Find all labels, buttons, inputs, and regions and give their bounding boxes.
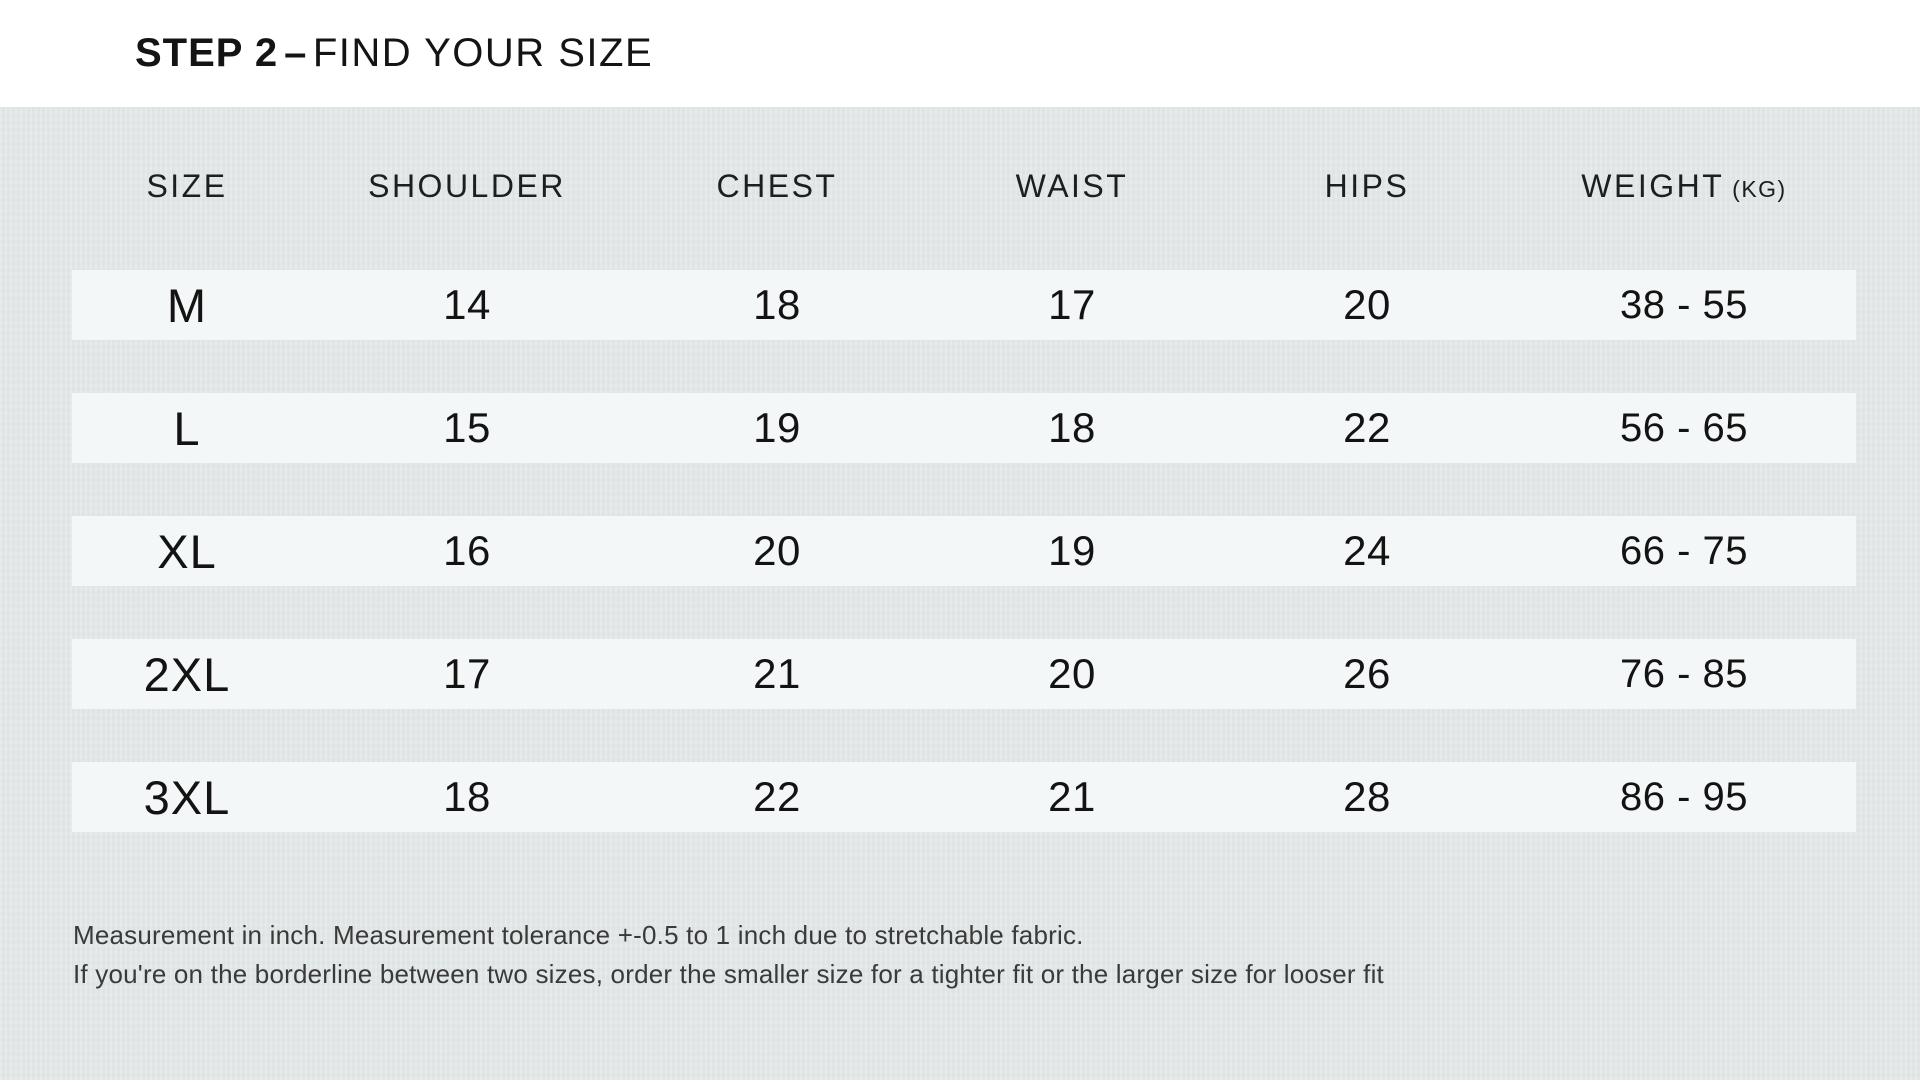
- cell-hips: 24: [1343, 527, 1391, 574]
- cell-hips: 20: [1343, 281, 1391, 328]
- table-rows: M 14 18 17 20 38 - 55 L 15 19 18 22 56 - 65 XL 16 20 19…: [72, 270, 1856, 832]
- table-header-row: SIZE SHOULDER CHEST WAIST HIPS WEIGHT (KG): [72, 150, 1856, 222]
- title-band: STEP 2– FIND YOUR SIZE: [0, 0, 1920, 107]
- column-header-weight: WEIGHT (KG): [1581, 167, 1787, 204]
- column-header-shoulder: SHOULDER: [368, 167, 566, 204]
- cell-waist: 17: [1048, 281, 1096, 328]
- cell-weight: 86 - 95: [1619, 774, 1749, 819]
- size-table: SIZE SHOULDER CHEST WAIST HIPS WEIGHT (KG) M 1…: [72, 150, 1856, 832]
- cell-hips: 22: [1343, 404, 1391, 451]
- note-line-2: If you're on the borderline between two …: [73, 959, 1384, 989]
- cell-weight: 76 - 85: [1619, 651, 1749, 696]
- measurement-notes: Measurement in inch. Measurement toleran…: [73, 916, 1384, 994]
- table-row-size-3XL: 3XL 18 22 21 28 86 - 95: [72, 762, 1856, 832]
- column-header-unit: (KG): [1724, 175, 1787, 202]
- column-header-hips: HIPS: [1324, 167, 1410, 204]
- cell-waist: 19: [1048, 527, 1096, 574]
- cell-waist: 20: [1048, 650, 1096, 697]
- cell-chest: 18: [753, 281, 801, 328]
- cell-size: 3XL: [143, 770, 231, 824]
- title-text: FIND YOUR SIZE: [312, 31, 654, 75]
- cell-size: 2XL: [143, 647, 231, 701]
- cell-size: M: [166, 278, 208, 332]
- cell-shoulder: 18: [443, 773, 491, 820]
- title-separator: –: [284, 31, 307, 75]
- cell-hips: 26: [1343, 650, 1391, 697]
- cell-shoulder: 14: [443, 281, 491, 328]
- page-title: STEP 2– FIND YOUR SIZE: [135, 31, 653, 76]
- cell-chest: 21: [753, 650, 801, 697]
- cell-chest: 20: [753, 527, 801, 574]
- cell-weight: 66 - 75: [1619, 528, 1749, 573]
- cell-chest: 22: [753, 773, 801, 820]
- cell-size: XL: [157, 524, 217, 578]
- cell-hips: 28: [1343, 773, 1391, 820]
- cell-shoulder: 15: [443, 404, 491, 451]
- table-row-size-M: M 14 18 17 20 38 - 55: [72, 270, 1856, 340]
- note-line-1: Measurement in inch. Measurement toleran…: [73, 920, 1084, 950]
- column-header-size: SIZE: [146, 167, 228, 204]
- cell-size: L: [173, 401, 201, 455]
- table-row-size-2XL: 2XL 17 21 20 26 76 - 85: [72, 639, 1856, 709]
- cell-shoulder: 16: [443, 527, 491, 574]
- cell-shoulder: 17: [443, 650, 491, 697]
- step-label: STEP 2: [135, 31, 279, 75]
- cell-weight: 56 - 65: [1619, 405, 1749, 450]
- table-row-size-L: L 15 19 18 22 56 - 65: [72, 393, 1856, 463]
- cell-chest: 19: [753, 404, 801, 451]
- column-header-waist: WAIST: [1015, 167, 1129, 204]
- table-row-size-XL: XL 16 20 19 24 66 - 75: [72, 516, 1856, 586]
- cell-weight: 38 - 55: [1619, 282, 1749, 327]
- column-header-chest: CHEST: [716, 167, 838, 204]
- cell-waist: 21: [1048, 773, 1096, 820]
- cell-waist: 18: [1048, 404, 1096, 451]
